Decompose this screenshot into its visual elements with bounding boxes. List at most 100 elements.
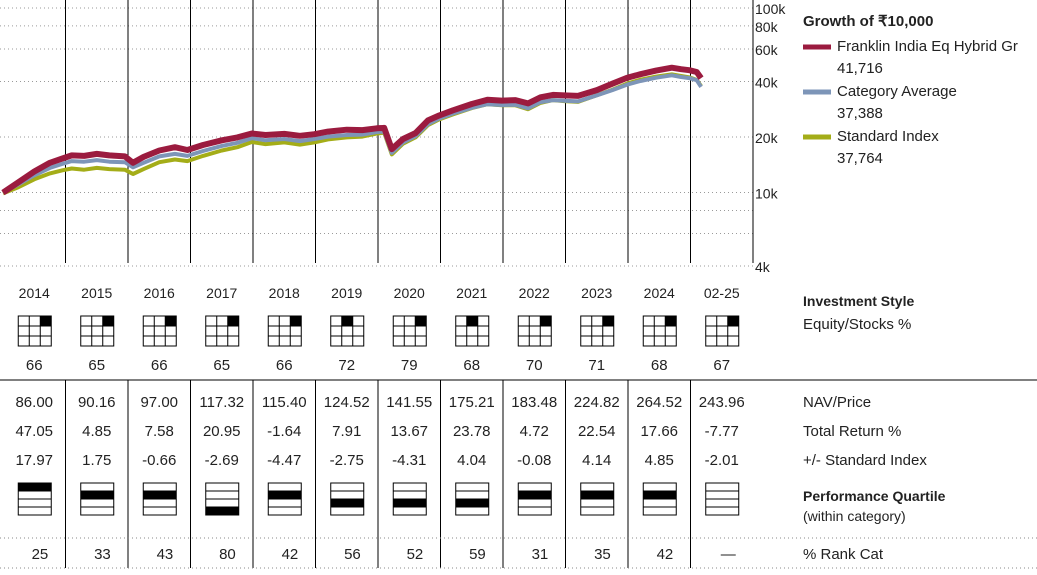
style-box-fill bbox=[540, 316, 552, 326]
vs-index-value: -2.69 bbox=[205, 452, 239, 469]
y-tick-label: 80k bbox=[755, 19, 779, 35]
y-tick-label: 10k bbox=[755, 186, 779, 202]
year-label: 2023 bbox=[581, 285, 612, 301]
vs-index-value: 4.85 bbox=[645, 452, 674, 469]
legend-title: Growth of ₹10,000 bbox=[803, 13, 933, 30]
year-label: 2022 bbox=[519, 285, 550, 301]
equity-pct: 72 bbox=[338, 357, 355, 374]
style-box-fill bbox=[727, 316, 739, 326]
style-box-fill bbox=[165, 316, 177, 326]
rank-cat-value: 33 bbox=[94, 546, 111, 563]
style-box-icon bbox=[392, 315, 427, 347]
nav-value: 141.55 bbox=[386, 394, 432, 411]
series-line bbox=[2, 73, 703, 195]
perf-quartile-heading: Performance Quartile bbox=[803, 488, 946, 504]
year-label: 2015 bbox=[81, 285, 112, 301]
quartile-fill bbox=[455, 499, 489, 507]
style-box-icon bbox=[580, 315, 615, 347]
vs-index-value: 17.97 bbox=[15, 452, 53, 469]
series-lines bbox=[1, 64, 704, 196]
rank-cat-value: 56 bbox=[344, 546, 361, 563]
style-box-fill bbox=[665, 316, 677, 326]
vs-index-value: -2.01 bbox=[705, 452, 739, 469]
style-box-fill bbox=[290, 316, 302, 326]
style-box-icon bbox=[267, 315, 302, 347]
nav-value: 243.96 bbox=[699, 394, 745, 411]
rank-cat-value: 31 bbox=[532, 546, 549, 563]
total-return-value: 4.72 bbox=[520, 423, 549, 440]
vs-index-value: -2.75 bbox=[330, 452, 364, 469]
investment-style-heading: Investment Style bbox=[803, 293, 914, 309]
nav-value: 175.21 bbox=[449, 394, 495, 411]
nav-value: 97.00 bbox=[140, 394, 178, 411]
style-box-fill bbox=[40, 316, 52, 326]
style-box-icon bbox=[205, 315, 240, 347]
nav-value: 117.32 bbox=[199, 394, 244, 411]
y-tick-label: 60k bbox=[755, 42, 779, 58]
total-return-value: 47.05 bbox=[15, 423, 53, 440]
quartile-fill bbox=[330, 499, 364, 507]
year-label: 2019 bbox=[331, 285, 362, 301]
quartile-fill bbox=[143, 491, 177, 499]
within-category-label: (within category) bbox=[803, 508, 906, 524]
vs-index-value: 4.04 bbox=[457, 452, 486, 469]
equity-pct: 66 bbox=[26, 357, 43, 374]
year-label: 2014 bbox=[19, 285, 50, 301]
rank-cat-value: — bbox=[721, 546, 736, 563]
vs-index-value: -4.47 bbox=[267, 452, 301, 469]
vs-index-label: +/- Standard Index bbox=[803, 452, 927, 469]
quartile-fill bbox=[518, 491, 552, 499]
rank-cat-value: 43 bbox=[157, 546, 174, 563]
vs-index-value: -4.31 bbox=[392, 452, 426, 469]
equity-stocks-label: Equity/Stocks % bbox=[803, 316, 911, 333]
history-table: 2014 66 86.00 47.05 17.97 25 2015 65 90.16 4.85 1.… bbox=[15, 285, 945, 563]
style-box-fill bbox=[341, 316, 353, 326]
total-return-label: Total Return % bbox=[803, 423, 901, 440]
style-box-icon bbox=[17, 315, 52, 347]
quartile-fill bbox=[205, 507, 239, 515]
total-return-value: 23.78 bbox=[453, 423, 491, 440]
total-return-value: 4.85 bbox=[82, 423, 111, 440]
vs-index-value: 4.14 bbox=[582, 452, 611, 469]
equity-pct: 66 bbox=[151, 357, 168, 374]
style-box-icon bbox=[517, 315, 552, 347]
nav-value: 264.52 bbox=[636, 394, 682, 411]
equity-pct: 71 bbox=[588, 357, 605, 374]
quartile-fill bbox=[80, 491, 114, 499]
equity-pct: 67 bbox=[713, 357, 730, 374]
year-label: 2024 bbox=[644, 285, 675, 301]
total-return-value: -1.64 bbox=[267, 423, 301, 440]
equity-pct: 66 bbox=[276, 357, 293, 374]
year-label: 2020 bbox=[394, 285, 425, 301]
year-label: 2016 bbox=[144, 285, 175, 301]
nav-value: 90.16 bbox=[78, 394, 116, 411]
equity-pct: 79 bbox=[401, 357, 418, 374]
vs-index-value: -0.08 bbox=[517, 452, 551, 469]
year-label: 02-25 bbox=[704, 285, 740, 301]
style-box-icon bbox=[642, 315, 677, 347]
legend-value: 37,388 bbox=[837, 105, 883, 122]
vs-index-value: 1.75 bbox=[82, 452, 111, 469]
rank-cat-label: % Rank Cat bbox=[803, 546, 884, 563]
legend: Growth of ₹10,000 Franklin India Eq Hybri… bbox=[803, 13, 1018, 167]
nav-value: 224.82 bbox=[574, 394, 620, 411]
rank-cat-value: 52 bbox=[407, 546, 424, 563]
year-label: 2018 bbox=[269, 285, 300, 301]
style-box-fill bbox=[466, 316, 478, 326]
equity-pct: 65 bbox=[88, 357, 105, 374]
total-return-value: 17.66 bbox=[640, 423, 678, 440]
style-box-icon bbox=[142, 315, 177, 347]
total-return-value: 22.54 bbox=[578, 423, 616, 440]
style-box-fill bbox=[415, 316, 427, 326]
y-axis-ticks: 100k 80k 60k 40k 20k 10k 4k bbox=[755, 1, 786, 275]
rank-cat-value: 42 bbox=[282, 546, 299, 563]
year-label: 2021 bbox=[456, 285, 487, 301]
rank-cat-value: 80 bbox=[219, 546, 236, 563]
nav-price-label: NAV/Price bbox=[803, 394, 871, 411]
rank-cat-value: 42 bbox=[657, 546, 674, 563]
total-return-value: 13.67 bbox=[390, 423, 428, 440]
y-tick-label: 100k bbox=[755, 1, 786, 17]
quartile-fill bbox=[393, 499, 427, 507]
total-return-value: -7.77 bbox=[705, 423, 739, 440]
year-label: 2017 bbox=[206, 285, 237, 301]
